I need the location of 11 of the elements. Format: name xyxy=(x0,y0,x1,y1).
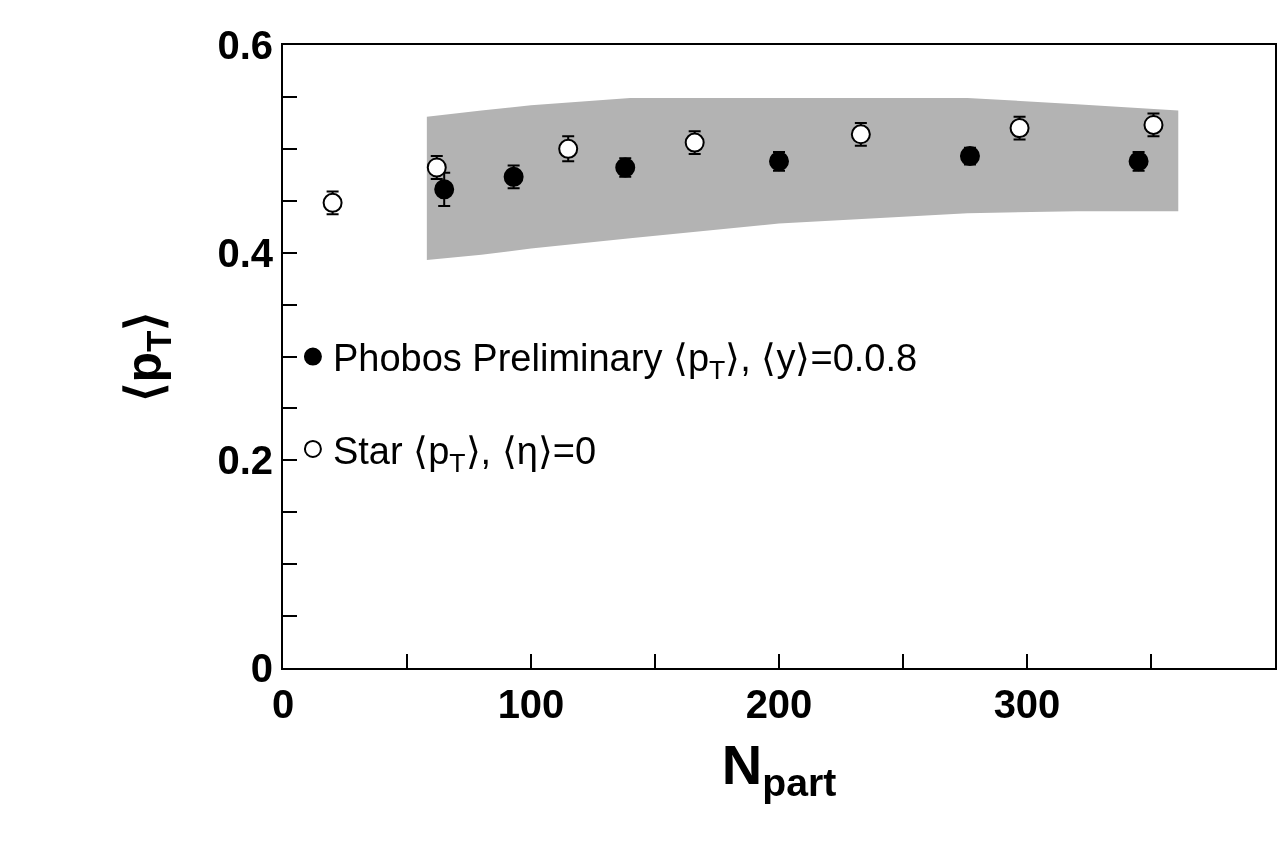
x-axis-title: N$_{part}$ xyxy=(721,733,837,804)
legend-label: Phobos Preliminary ⟨p$_{T}$⟩, ⟨y⟩=0.0.8 xyxy=(332,337,918,386)
point xyxy=(434,179,455,200)
x-tick-label: 100 xyxy=(497,682,565,726)
y-tick-label: 0.2 xyxy=(217,438,273,483)
x-tick-label: 200 xyxy=(745,682,813,726)
y-tick-label: 0.4 xyxy=(217,230,274,275)
y-tick-label: 0.6 xyxy=(217,23,273,67)
x-tick-label: 300 xyxy=(993,682,1061,726)
legend-label: Star ⟨p$_{T}$⟩, ⟨η⟩=0 xyxy=(332,429,597,478)
y-tick-label: 0 xyxy=(250,646,273,690)
